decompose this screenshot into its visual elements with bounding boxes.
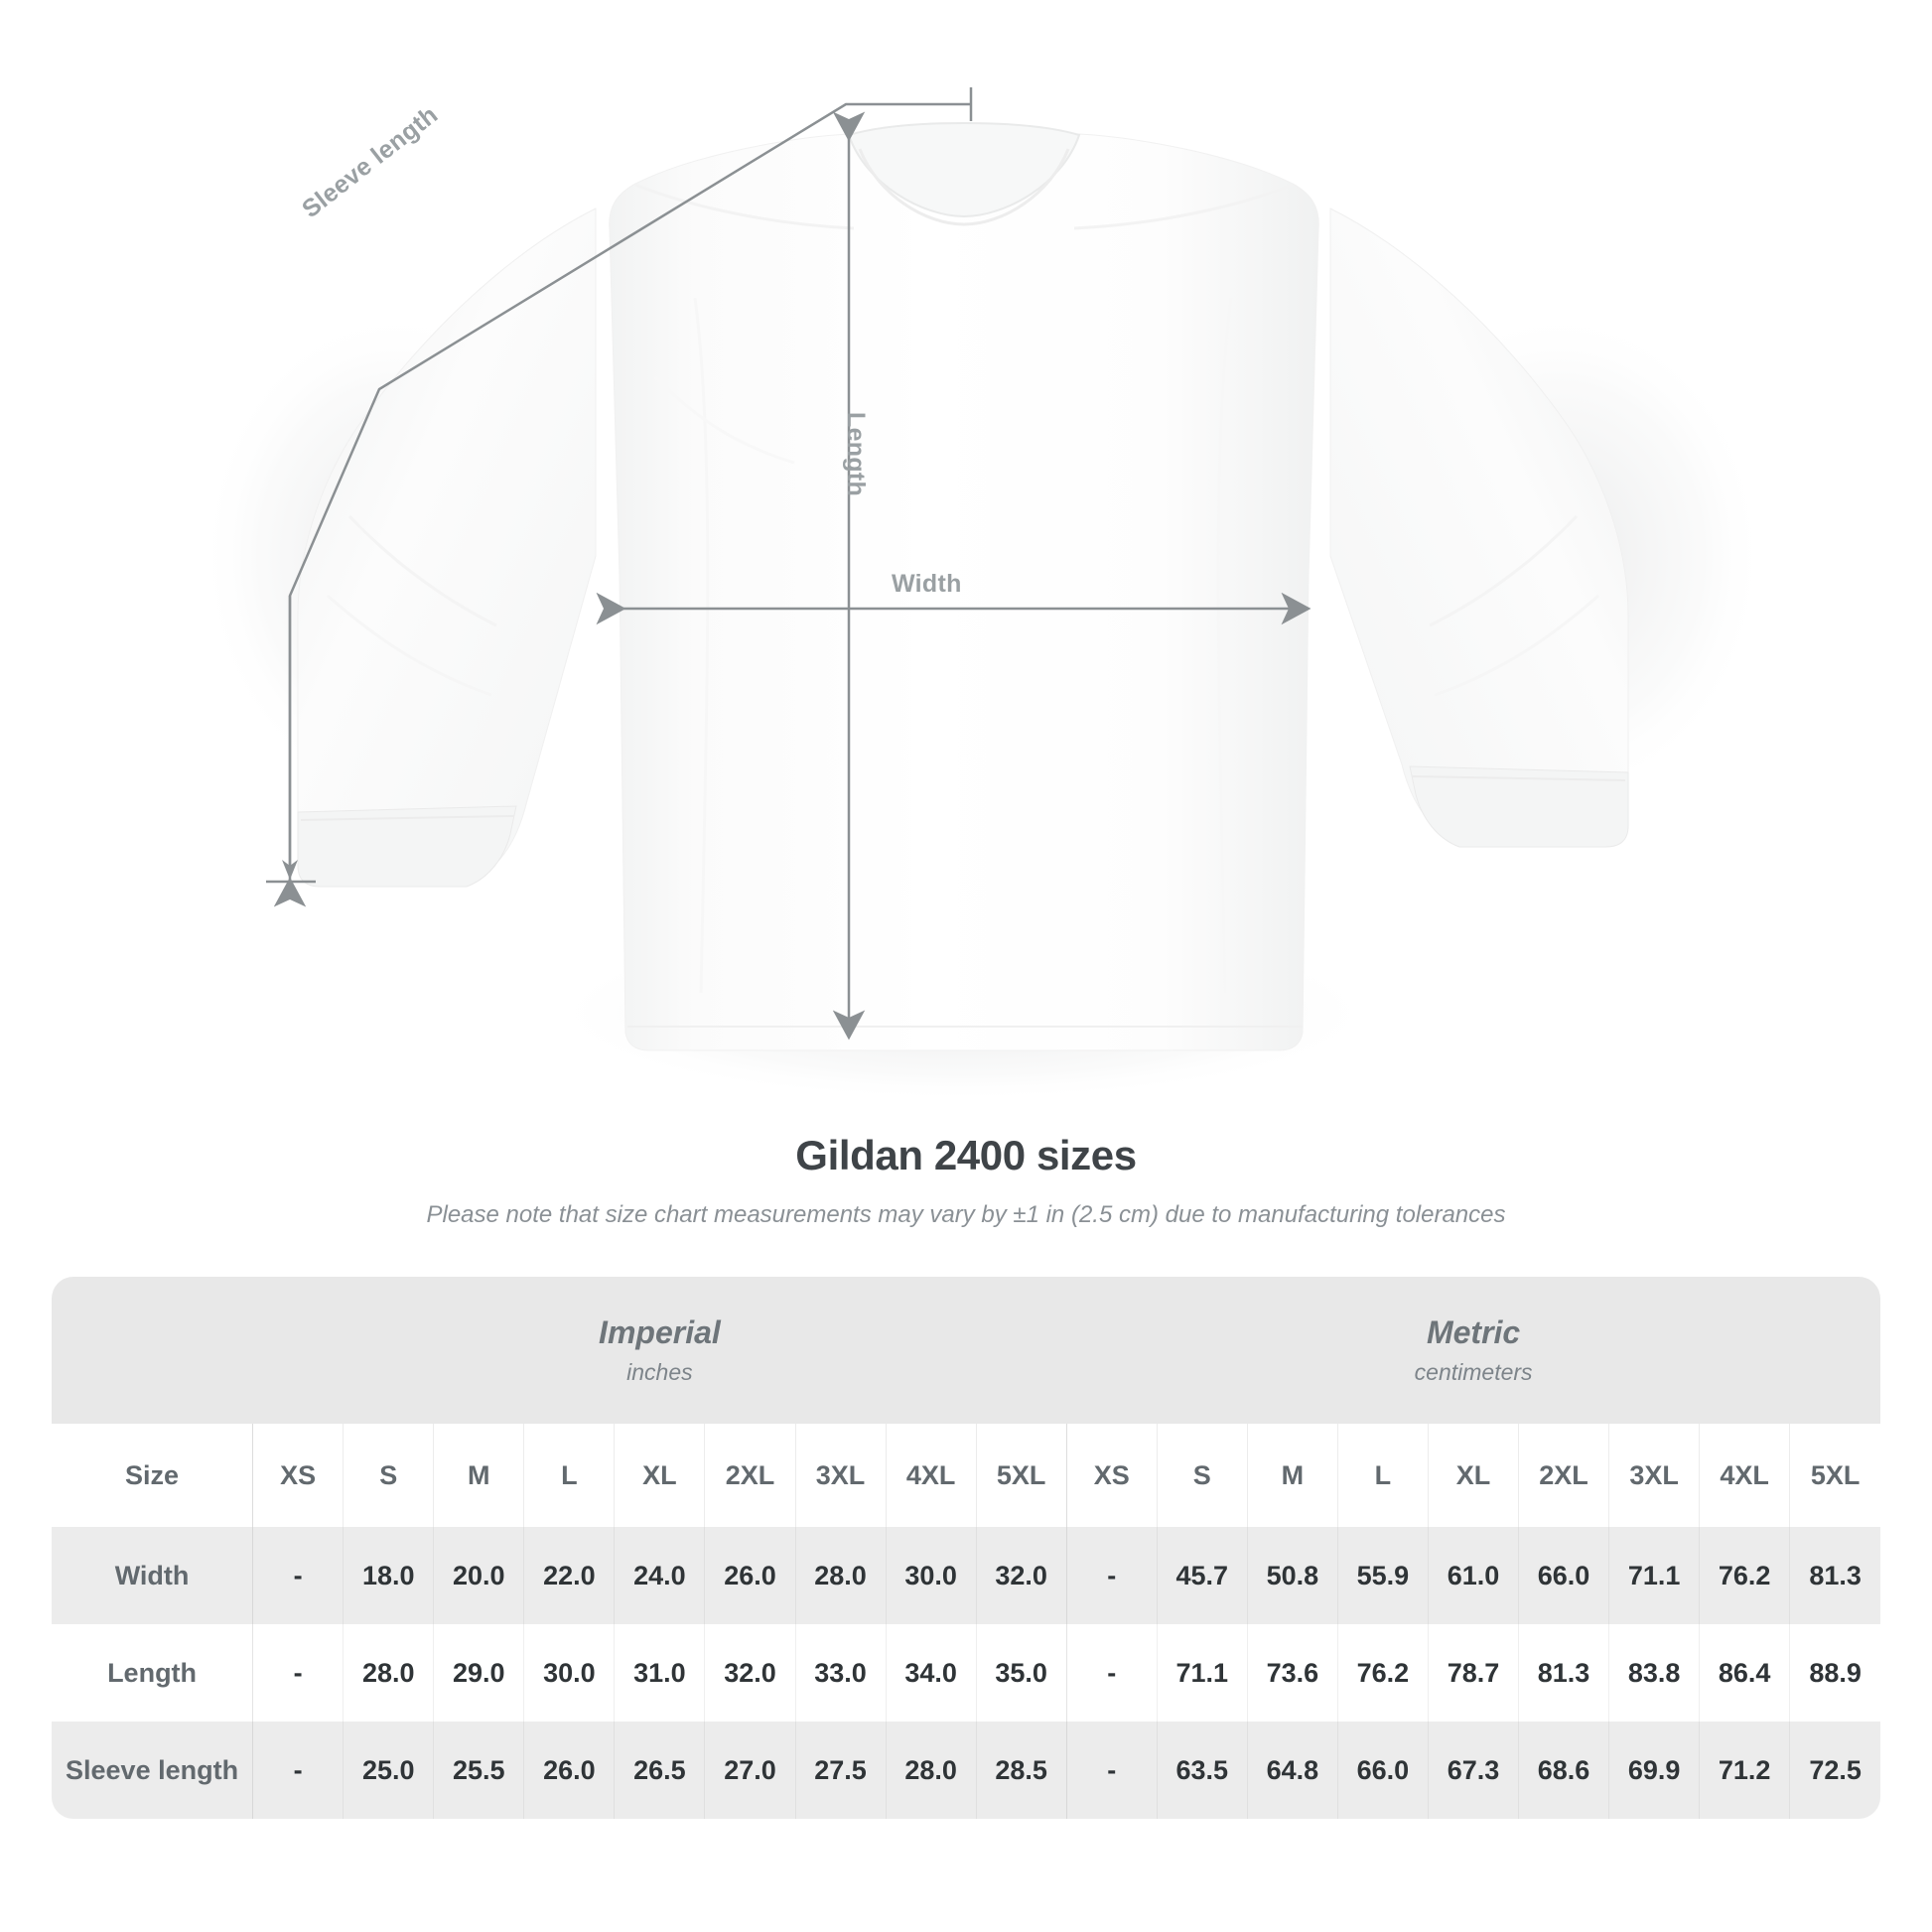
measurement-cell: 76.2 — [1336, 1624, 1429, 1722]
measurement-cell: 76.2 — [1699, 1527, 1790, 1624]
unit-group-subtitle: inches — [626, 1358, 693, 1385]
unit-group-subtitle: centimeters — [1414, 1358, 1533, 1385]
unit-group-header-row: Imperial inches Metric centimeters — [52, 1277, 1880, 1424]
measurement-cell: 28.0 — [343, 1624, 434, 1722]
measurement-cell: 69.9 — [1608, 1722, 1700, 1819]
unit-row-spacer — [52, 1277, 253, 1424]
title-block: Gildan 2400 sizes Please note that size … — [0, 1132, 1932, 1229]
measurement-cell: 28.5 — [975, 1722, 1067, 1819]
sleeve-length-measurement-line — [266, 87, 973, 907]
measurement-cell: 72.5 — [1789, 1722, 1880, 1819]
table-row: Width -18.0 20.0 22.0 24.0 26.0 28.0 30.0 32.0-4… — [52, 1527, 1880, 1624]
unit-group-name: Imperial — [599, 1314, 721, 1351]
measurement-cell: 26.0 — [523, 1722, 615, 1819]
measurement-cell: 61.0 — [1427, 1527, 1519, 1624]
measurement-cell: 32.0 — [704, 1624, 795, 1722]
table-row: Sleeve length -25.0 25.5 26.0 26.5 27.0 27.5 28… — [52, 1722, 1880, 1819]
measurement-cell: 25.5 — [433, 1722, 524, 1819]
measurement-cell: 81.3 — [1517, 1624, 1609, 1722]
size-header-cell: L — [523, 1424, 615, 1527]
measurement-cell: 30.0 — [523, 1624, 615, 1722]
measurement-cell: - — [1065, 1722, 1158, 1819]
measurement-cell: 86.4 — [1699, 1624, 1790, 1722]
garment-mockup: Sleeve length Length Width — [199, 87, 1767, 1102]
measurement-cell: 27.5 — [794, 1722, 887, 1819]
size-column-header: Size — [52, 1424, 253, 1527]
size-header-cell: 5XL — [1789, 1424, 1880, 1527]
size-header-cell: 4XL — [885, 1424, 977, 1527]
measurement-cell: 78.7 — [1427, 1624, 1519, 1722]
measurement-cell: 34.0 — [885, 1624, 977, 1722]
row-label: Sleeve length — [52, 1722, 253, 1819]
size-header-cell: M — [433, 1424, 524, 1527]
measurement-cell: 81.3 — [1789, 1527, 1880, 1624]
measurement-cell: 18.0 — [343, 1527, 434, 1624]
measurement-cell: 31.0 — [614, 1624, 705, 1722]
measurement-cell: 67.3 — [1427, 1722, 1519, 1819]
long-sleeve-shirt-illustration — [199, 87, 1767, 1102]
measurement-cell: 83.8 — [1608, 1624, 1700, 1722]
size-header-cell: L — [1336, 1424, 1429, 1527]
unit-group-metric: Metric centimeters — [1066, 1277, 1880, 1424]
measurement-cell: 64.8 — [1246, 1722, 1338, 1819]
measurement-cell: - — [252, 1722, 344, 1819]
size-header-cell: XS — [252, 1424, 344, 1527]
unit-group-name: Metric — [1426, 1314, 1521, 1351]
size-header-cell: 3XL — [794, 1424, 887, 1527]
measurement-cell: 20.0 — [433, 1527, 524, 1624]
size-header-cell: XS — [1065, 1424, 1158, 1527]
measurement-cell: 26.5 — [614, 1722, 705, 1819]
measurement-cell: 73.6 — [1246, 1624, 1338, 1722]
size-header-cell: S — [1156, 1424, 1248, 1527]
measurement-cell: - — [1065, 1624, 1158, 1722]
measurement-cell: 71.1 — [1156, 1624, 1248, 1722]
measurement-cell: 66.0 — [1336, 1722, 1429, 1819]
measurement-cell: 71.1 — [1608, 1527, 1700, 1624]
size-header-cell: 2XL — [704, 1424, 795, 1527]
size-header-cell: XL — [614, 1424, 705, 1527]
table-row: Length -28.0 29.0 30.0 31.0 32.0 33.0 34.0 35.0-… — [52, 1624, 1880, 1722]
measurement-cell: 24.0 — [614, 1527, 705, 1624]
measurement-cell: 28.0 — [885, 1722, 977, 1819]
measurement-cell: 66.0 — [1517, 1527, 1609, 1624]
measurement-cell: 50.8 — [1246, 1527, 1338, 1624]
measurement-cell: - — [1065, 1527, 1158, 1624]
measurement-cell: 26.0 — [704, 1527, 795, 1624]
measurement-cell: 35.0 — [975, 1624, 1067, 1722]
size-header-cell: 5XL — [975, 1424, 1067, 1527]
size-chart-table-container: Imperial inches Metric centimeters Size XS S M L… — [52, 1277, 1880, 1819]
measurement-cell: 88.9 — [1789, 1624, 1880, 1722]
measurement-cell: 71.2 — [1699, 1722, 1790, 1819]
size-header-cell: M — [1246, 1424, 1338, 1527]
measurement-cell: 33.0 — [794, 1624, 887, 1722]
length-label: Length — [842, 412, 870, 497]
row-label: Width — [52, 1527, 253, 1624]
measurement-cell: 45.7 — [1156, 1527, 1248, 1624]
measurement-cell: 63.5 — [1156, 1722, 1248, 1819]
measurement-cell: 27.0 — [704, 1722, 795, 1819]
page-title: Gildan 2400 sizes — [795, 1132, 1137, 1178]
measurement-cell: 22.0 — [523, 1527, 615, 1624]
measurement-cell: - — [252, 1624, 344, 1722]
measurement-cell: 32.0 — [975, 1527, 1067, 1624]
size-chart-table: Imperial inches Metric centimeters Size XS S M L… — [52, 1277, 1880, 1819]
size-header-cell: XL — [1427, 1424, 1519, 1527]
size-header-cell: 2XL — [1517, 1424, 1609, 1527]
page-subtitle: Please note that size chart measurements… — [426, 1201, 1506, 1228]
measurement-cell: 68.6 — [1517, 1722, 1609, 1819]
size-header-cell: 4XL — [1699, 1424, 1790, 1527]
unit-group-imperial: Imperial inches — [252, 1277, 1067, 1424]
size-header-cell: 3XL — [1608, 1424, 1700, 1527]
measurement-cell: 25.0 — [343, 1722, 434, 1819]
row-label: Length — [52, 1624, 253, 1722]
width-label: Width — [892, 570, 962, 598]
measurement-cell: 28.0 — [794, 1527, 887, 1624]
measurement-cell: 30.0 — [885, 1527, 977, 1624]
measurement-cell: 55.9 — [1336, 1527, 1429, 1624]
measurement-cell: - — [252, 1527, 344, 1624]
measurement-cell: 29.0 — [433, 1624, 524, 1722]
size-header-cell: S — [343, 1424, 434, 1527]
size-header-row: Size XS S M L XL 2XL 3XL 4XL 5XL XS S M L XL 2XL 3XL 4XL 5… — [52, 1424, 1880, 1527]
